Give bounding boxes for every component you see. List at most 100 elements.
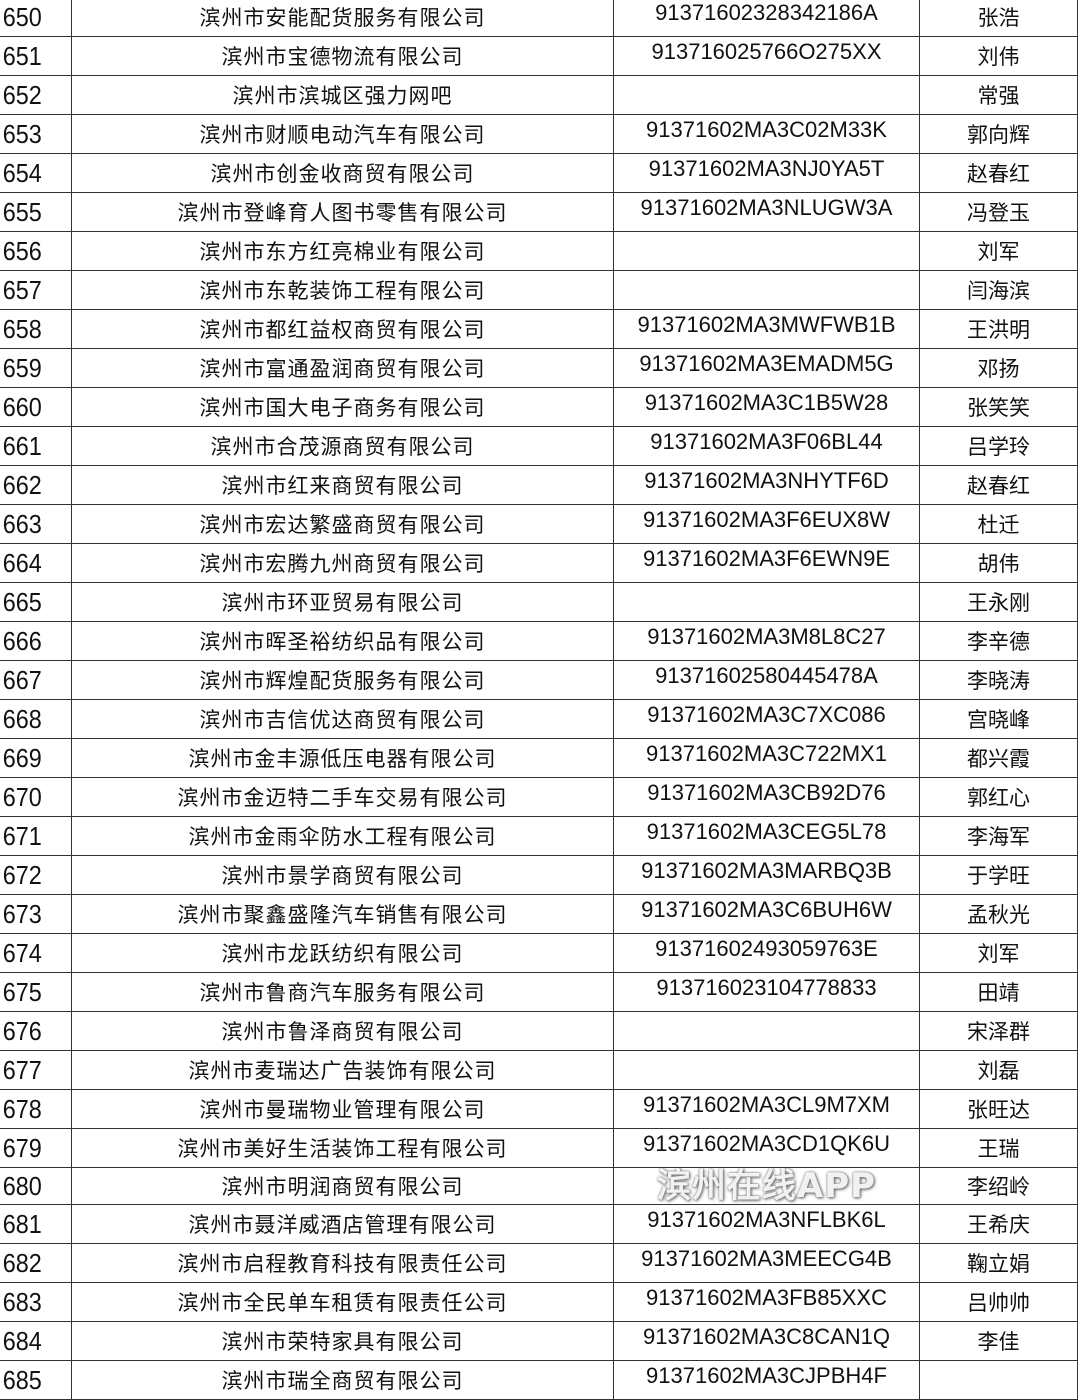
table-row: 651 滨州市宝德物流有限公司 913716025766O275XX 刘伟 [0,36,1078,76]
legal-person-cell: 吕帅帅 [919,1282,1078,1322]
row-number-cell: 664 [0,543,65,583]
credit-code-cell: 91371602MA3NFLBK6L [613,1204,920,1244]
legal-person-cell: 郭红心 [919,777,1078,817]
company-name-cell: 滨州市东方红亮棉业有限公司 [71,231,614,271]
legal-person-cell: 刘磊 [919,1050,1078,1090]
row-number-cell: 660 [0,387,65,427]
table-row: 653 滨州市财顺电动汽车有限公司 91371602MA3C02M33K 郭向辉 [0,114,1078,154]
company-name-cell: 滨州市宝德物流有限公司 [71,36,614,76]
row-number-cell: 655 [0,192,65,232]
credit-code-cell: 91371602MA3F06BL44 [613,426,920,466]
company-name-cell: 滨州市创金收商贸有限公司 [71,153,614,193]
legal-person-cell: 冯登玉 [919,192,1078,232]
credit-code-cell: 91371602MA3FB85XXC [613,1282,920,1322]
legal-person-cell [919,1360,1078,1400]
table-row: 674 滨州市龙跃纺织有限公司 91371602493059763E 刘军 [0,933,1078,973]
legal-person-cell: 邓扬 [919,348,1078,388]
legal-person-cell: 李辛德 [919,621,1078,661]
credit-code-cell: 91371602MA3CD1QK6U [613,1128,920,1168]
credit-code-cell: 91371602MA3C7XC086 [613,699,920,739]
row-number-cell: 663 [0,504,65,544]
legal-person-cell: 杜迁 [919,504,1078,544]
table-row: 666 滨州市晖圣裕纺织品有限公司 91371602MA3M8L8C27 李辛德 [0,621,1078,661]
row-number-cell: 650 [0,0,65,37]
company-name-cell: 滨州市美好生活装饰工程有限公司 [71,1128,614,1168]
row-number-cell: 672 [0,855,65,895]
credit-code-cell: 91371602MA3CJPBH4F [613,1360,920,1400]
table-row: 670 滨州市金迈特二手车交易有限公司 91371602MA3CB92D76 郭红心 [0,777,1078,817]
credit-code-cell: 91371602328342186A [613,0,920,37]
row-number-cell: 682 [0,1243,65,1283]
legal-person-cell: 于学旺 [919,855,1078,895]
table-row: 684 滨州市荣特家具有限公司 91371602MA3C8CAN1Q 李佳 [0,1321,1078,1361]
credit-code-cell [613,270,920,310]
credit-code-cell: 91371602MA3C6BUH6W [613,894,920,934]
legal-person-cell: 刘军 [919,231,1078,271]
table-row: 678 滨州市曼瑞物业管理有限公司 91371602MA3CL9M7XM 张旺达 [0,1089,1078,1129]
row-number-cell: 677 [0,1050,65,1090]
row-number-cell: 665 [0,582,65,622]
row-number-cell: 679 [0,1128,65,1168]
credit-code-cell: 91371602MA3F6EUX8W [613,504,920,544]
legal-person-cell: 王永刚 [919,582,1078,622]
company-name-cell: 滨州市吉信优达商贸有限公司 [71,699,614,739]
row-number-cell: 657 [0,270,65,310]
company-name-cell: 滨州市全民单车租赁有限责任公司 [71,1282,614,1322]
credit-code-cell [613,1011,920,1051]
credit-code-cell: 91371602MA3MEECG4B [613,1243,920,1283]
company-name-cell: 滨州市鲁泽商贸有限公司 [71,1011,614,1051]
table-row: 676 滨州市鲁泽商贸有限公司 宋泽群 [0,1011,1078,1051]
row-number-cell: 676 [0,1011,65,1051]
company-name-cell: 滨州市登峰育人图书零售有限公司 [71,192,614,232]
table-row: 661 滨州市合茂源商贸有限公司 91371602MA3F06BL44 吕学玲 [0,426,1078,466]
row-number-cell: 671 [0,816,65,856]
row-number-cell: 651 [0,36,65,76]
company-name-cell: 滨州市宏达繁盛商贸有限公司 [71,504,614,544]
company-name-cell: 滨州市辉煌配货服务有限公司 [71,660,614,700]
legal-person-cell: 宋泽群 [919,1011,1078,1051]
row-number-cell: 652 [0,75,65,115]
credit-code-cell: 913716025766O275XX [613,36,920,76]
credit-code-cell [613,75,920,115]
table-row: 685 滨州市瑞全商贸有限公司 91371602MA3CJPBH4F [0,1360,1078,1400]
table-row: 663 滨州市宏达繁盛商贸有限公司 91371602MA3F6EUX8W 杜迁 [0,504,1078,544]
table-row: 667 滨州市辉煌配货服务有限公司 91371602580445478A 李晓涛 [0,660,1078,700]
credit-code-cell: 91371602MA3NHYTF6D [613,465,920,505]
company-name-cell: 滨州市聚鑫盛隆汽车销售有限公司 [71,894,614,934]
table-row: 652 滨州市滨城区强力网吧 常强 [0,75,1078,115]
row-number-cell: 661 [0,426,65,466]
legal-person-cell: 常强 [919,75,1078,115]
table-row: 669 滨州市金丰源低压电器有限公司 91371602MA3C722MX1 都兴霞 [0,738,1078,778]
credit-code-cell: 91371602MA3CL9M7XM [613,1089,920,1129]
credit-code-cell: 91371602MA3M8L8C27 [613,621,920,661]
row-number-cell: 659 [0,348,65,388]
table-row: 681 滨州市聂洋威酒店管理有限公司 91371602MA3NFLBK6L 王希庆 [0,1204,1078,1244]
company-name-cell: 滨州市龙跃纺织有限公司 [71,933,614,973]
table-row: 657 滨州市东乾装饰工程有限公司 闫海滨 [0,270,1078,310]
row-number-cell: 668 [0,699,65,739]
legal-person-cell: 刘军 [919,933,1078,973]
row-number-cell: 658 [0,309,65,349]
legal-person-cell: 孟秋光 [919,894,1078,934]
legal-person-cell: 王希庆 [919,1204,1078,1244]
table-row: 656 滨州市东方红亮棉业有限公司 刘军 [0,231,1078,271]
company-name-cell: 滨州市景学商贸有限公司 [71,855,614,895]
credit-code-cell: 91371602MA3NLUGW3A [613,192,920,232]
table-row: 660 滨州市国大电子商务有限公司 91371602MA3C1B5W28 张笑笑 [0,387,1078,427]
row-number-cell: 662 [0,465,65,505]
credit-code-cell: 91371602MA3MWFWB1B [613,309,920,349]
legal-person-cell: 王洪明 [919,309,1078,349]
row-number-cell: 678 [0,1089,65,1129]
company-name-cell: 滨州市瑞全商贸有限公司 [71,1360,614,1400]
table-row: 654 滨州市创金收商贸有限公司 91371602MA3NJ0YA5T 赵春红 [0,153,1078,193]
watermark-logo: 滨州在线APP [656,1167,877,1205]
credit-code-cell: 91371602MA3C02M33K [613,114,920,154]
row-number-cell: 670 [0,777,65,817]
company-name-cell: 滨州市红来商贸有限公司 [71,465,614,505]
row-number-cell: 656 [0,231,65,271]
row-number-cell: 683 [0,1282,65,1322]
table-row: 650 滨州市安能配货服务有限公司 91371602328342186A 张浩 [0,0,1078,37]
company-name-cell: 滨州市国大电子商务有限公司 [71,387,614,427]
credit-code-cell: 91371602MA3C8CAN1Q [613,1321,920,1361]
